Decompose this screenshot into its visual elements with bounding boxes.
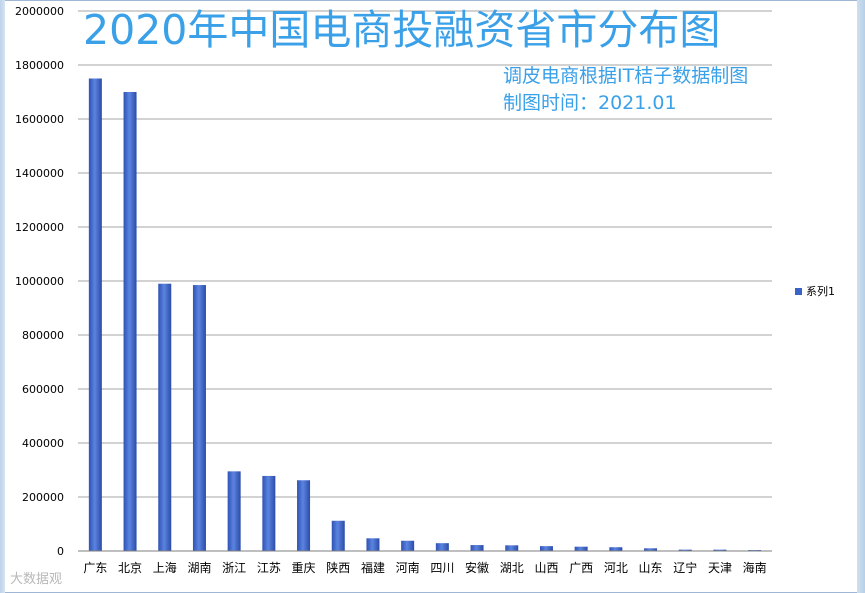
y-tick-label: 1600000 [15,113,64,126]
x-tick-label: 河北 [604,561,628,575]
left-edge [0,0,5,593]
x-tick-label: 广东 [83,561,107,575]
y-tick-label: 0 [57,545,64,558]
x-tick-label: 北京 [118,561,142,575]
y-tick-label: 800000 [22,329,64,342]
x-tick-label: 湖南 [187,560,211,575]
x-tick-label: 浙江 [222,561,246,575]
bars [88,78,762,551]
y-tick-label: 1200000 [15,221,64,234]
bar-浙江 [227,471,241,551]
bar-陕西 [331,520,345,551]
legend-swatch [795,287,802,295]
x-tick-label: 海南 [743,560,767,575]
y-tick-label: 1400000 [15,167,64,180]
y-tick-label: 1800000 [15,59,64,72]
y-tick-label: 400000 [22,437,64,450]
bar-上海 [158,283,172,551]
bar-四川 [435,543,449,551]
legend: 系列1 [795,283,835,299]
x-tick-label: 陕西 [326,560,350,575]
x-tick-label: 山西 [534,561,558,575]
right-edge [857,0,865,593]
x-tick-label: 广西 [569,561,593,575]
bar-河南 [401,540,415,551]
watermark: 大数据观 [10,572,63,587]
x-tick-label: 重庆 [292,561,316,575]
x-tick-label: 江苏 [257,561,281,575]
y-axis-ticks: 0 200000 400000 600000 800000 1000000 1200000 1… [15,5,64,558]
x-tick-label: 天津 [708,561,732,575]
y-tick-label: 600000 [22,383,64,396]
bar-安徽 [470,545,484,551]
y-tick-label: 1000000 [15,275,64,288]
legend-label: 系列1 [806,285,835,298]
bar-重庆 [297,480,311,551]
bar-山东 [644,548,658,551]
x-tick-label: 四川 [430,561,454,575]
bar-福建 [366,538,380,551]
x-axis-labels: 广东 北京 上海 湖南 浙江 江苏 重庆 陕西 福建 河南 四川 安徽 湖北 山西 广西 河北 山东 辽宁 天津 海南 [83,560,766,575]
bar-湖南 [192,285,206,551]
bar-广东 [88,78,102,551]
chart-subtitle-date: 制图时间：2021.01 [503,92,677,114]
bar-北京 [123,92,137,551]
x-tick-label: 安徽 [465,560,489,575]
x-tick-label: 上海 [153,560,177,575]
bar-辽宁 [678,549,692,551]
chart-subtitle-source: 调皮电商根据IT桔子数据制图 [503,65,749,87]
chart-title: 2020年中国电商投融资省市分布图 [83,6,721,54]
bar-广西 [574,546,588,551]
bar-湖北 [505,545,519,551]
x-tick-label: 辽宁 [673,560,697,575]
bar-天津 [713,549,727,551]
x-tick-label: 河南 [396,560,420,575]
x-tick-label: 福建 [361,560,385,575]
bar-山西 [539,546,553,551]
x-tick-label: 山东 [639,561,663,575]
y-tick-label: 2000000 [15,5,64,18]
bar-河北 [609,547,623,551]
x-tick-label: 湖北 [500,560,524,575]
bar-江苏 [262,475,276,551]
y-tick-label: 200000 [22,491,64,504]
